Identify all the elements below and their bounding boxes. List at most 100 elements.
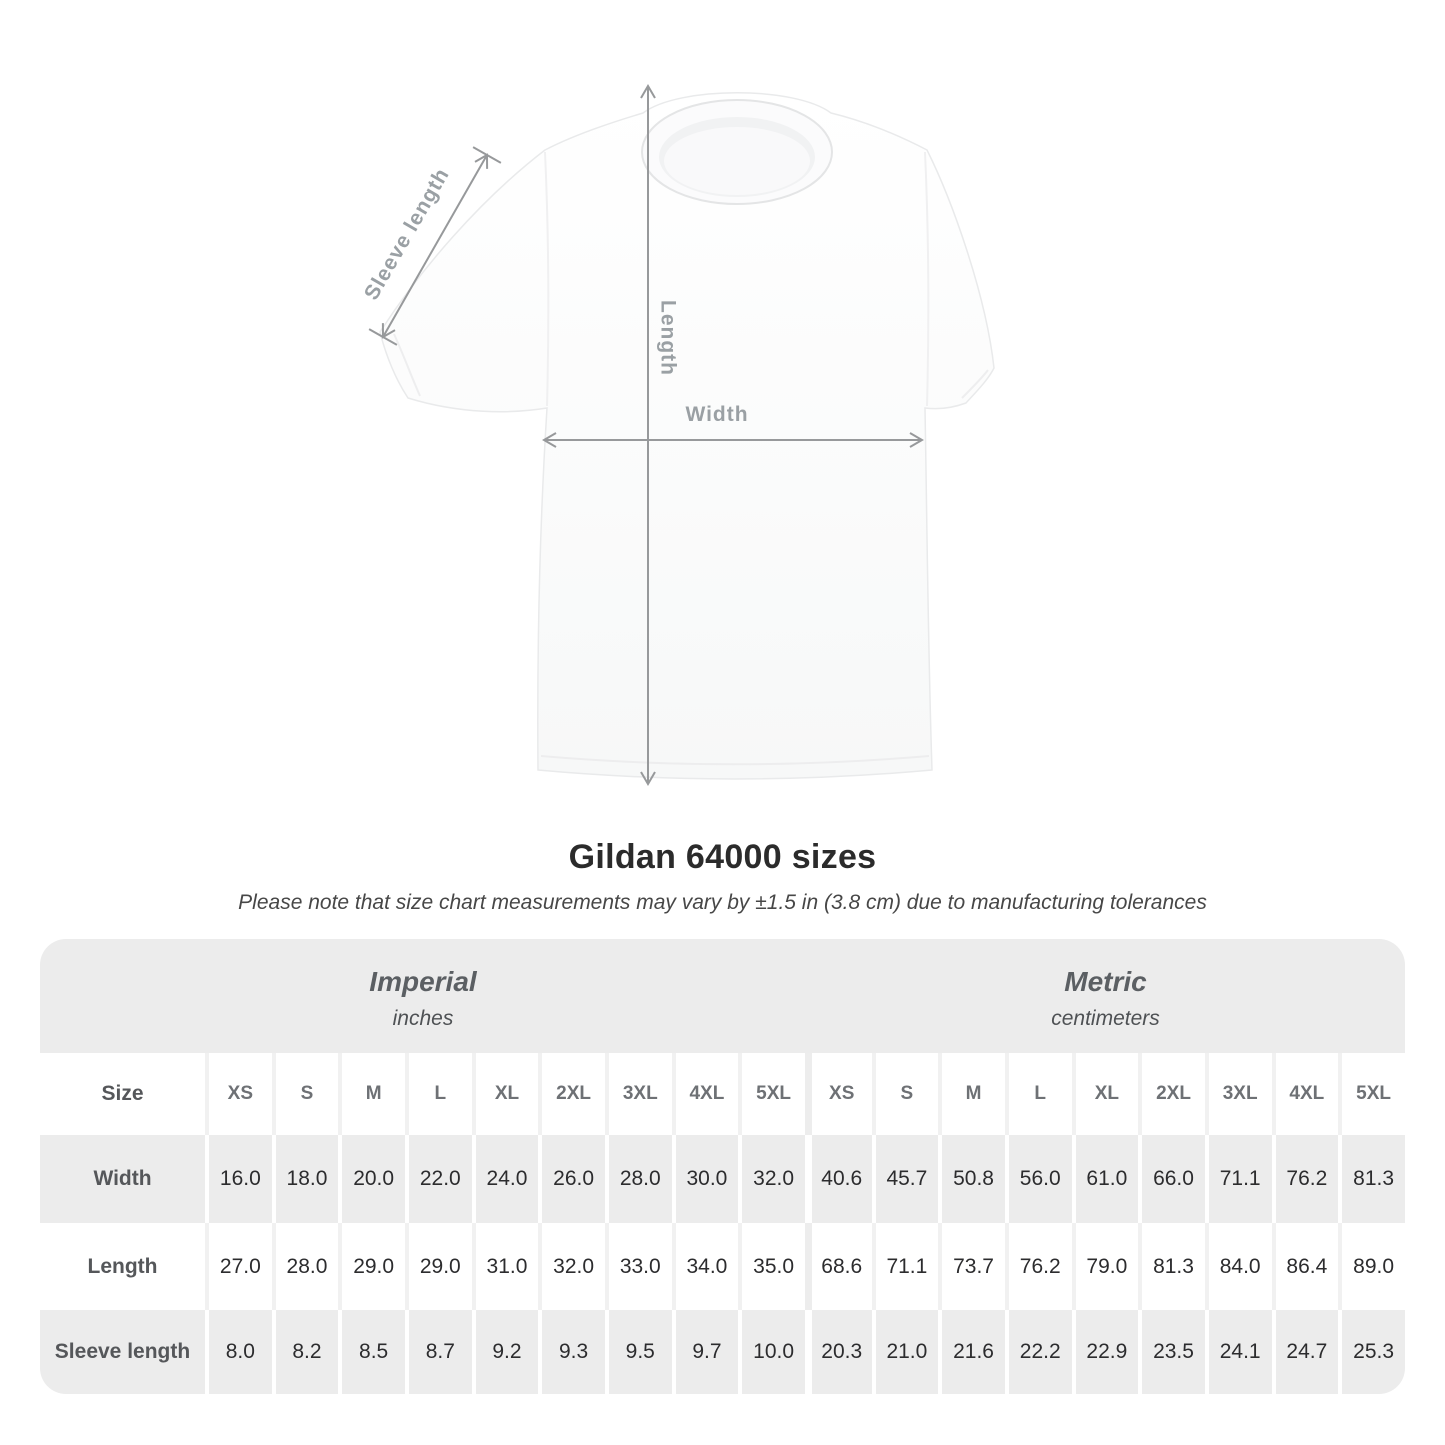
value-cell: 32.0 [538,1223,605,1310]
size-header: L [404,1053,472,1135]
size-header: XL [1071,1053,1139,1135]
value-cell: 20.3 [804,1310,872,1394]
size-header: 4XL [671,1053,739,1135]
size-header: L [1004,1053,1072,1135]
value-cell: 29.0 [404,1223,472,1310]
value-cell: 9.2 [471,1310,539,1394]
value-cell: 81.3 [1338,1135,1405,1223]
value-cell: 71.1 [871,1223,939,1310]
size-header: 2XL [538,1053,605,1135]
value-cell: 8.7 [404,1310,472,1394]
value-cell: 31.0 [471,1223,539,1310]
value-cell: 21.0 [871,1310,939,1394]
tshirt-figure: Length Width Sleeve length [360,84,995,786]
size-header: XS [804,1053,872,1135]
size-header: S [871,1053,939,1135]
size-header-row: Size XS S M L XL 2XL 3XL 4XL 5XL XS S M … [40,1053,1405,1135]
value-cell: 89.0 [1338,1223,1405,1310]
metric-unit: centimeters [1051,1006,1160,1030]
size-header: M [338,1053,405,1135]
unit-group-band: Imperial inches Metric centimeters [40,939,1405,1053]
value-cell: 20.0 [338,1135,405,1223]
value-cell: 8.0 [205,1310,272,1394]
value-cell: 24.7 [1271,1310,1339,1394]
value-cell: 66.0 [1138,1135,1205,1223]
value-cell: 84.0 [1204,1223,1272,1310]
value-cell: 10.0 [738,1310,805,1394]
value-cell: 56.0 [1004,1135,1072,1223]
metric-label: Metric [1064,965,1147,997]
imperial-label: Imperial [369,965,477,997]
tshirt-figure-svg: Length Width Sleeve length [360,84,995,786]
value-cell: 22.2 [1004,1310,1072,1394]
size-header: 5XL [738,1053,805,1135]
value-cell: 25.3 [1338,1310,1405,1394]
size-column-header: Size [40,1053,205,1135]
value-cell: 76.2 [1271,1135,1339,1223]
value-cell: 24.1 [1204,1310,1272,1394]
value-cell: 8.2 [271,1310,339,1394]
size-header: 3XL [604,1053,672,1135]
value-cell: 50.8 [938,1135,1005,1223]
width-arrow [542,432,924,448]
value-cell: 22.9 [1071,1310,1139,1394]
value-cell: 18.0 [271,1135,339,1223]
sleeve-length-row: Sleeve length 8.0 8.2 8.5 8.7 9.2 9.3 9.… [40,1310,1405,1394]
collar-inner-shadow [664,127,810,195]
size-header: M [938,1053,1005,1135]
size-header: 4XL [1271,1053,1339,1135]
value-cell: 33.0 [604,1223,672,1310]
size-table: Imperial inches Metric centimeters Size … [40,939,1405,1394]
width-row: Width 16.0 18.0 20.0 22.0 24.0 26.0 28.0… [40,1135,1405,1223]
value-cell: 35.0 [738,1223,805,1310]
tshirt-graphic [379,92,995,780]
length-row: Length 27.0 28.0 29.0 29.0 31.0 32.0 33.… [40,1223,1405,1310]
width-label: Width [685,403,748,426]
size-table-grid: Size XS S M L XL 2XL 3XL 4XL 5XL XS S M … [40,1053,1405,1394]
metric-group-header: Metric centimeters [806,939,1405,1053]
value-cell: 81.3 [1138,1223,1205,1310]
length-label: Length [657,300,680,376]
value-cell: 30.0 [671,1135,739,1223]
value-cell: 9.5 [604,1310,672,1394]
tolerance-note: Please note that size chart measurements… [238,891,1207,914]
page-title: Gildan 64000 sizes [568,838,877,876]
value-cell: 28.0 [604,1135,672,1223]
value-cell: 23.5 [1138,1310,1205,1394]
imperial-unit: inches [392,1006,454,1030]
size-header: XL [471,1053,539,1135]
value-cell: 29.0 [338,1223,405,1310]
row-label: Sleeve length [40,1310,205,1394]
value-cell: 16.0 [205,1135,272,1223]
value-cell: 61.0 [1071,1135,1139,1223]
value-cell: 27.0 [205,1223,272,1310]
value-cell: 68.6 [804,1223,872,1310]
value-cell: 32.0 [738,1135,805,1223]
value-cell: 79.0 [1071,1223,1139,1310]
title-block: Gildan 64000 sizes Please note that size… [0,838,1445,915]
size-header: 2XL [1138,1053,1205,1135]
value-cell: 8.5 [338,1310,405,1394]
size-header: S [271,1053,339,1135]
value-cell: 73.7 [938,1223,1005,1310]
value-cell: 26.0 [538,1135,605,1223]
size-header: 3XL [1204,1053,1272,1135]
value-cell: 24.0 [471,1135,539,1223]
value-cell: 86.4 [1271,1223,1339,1310]
value-cell: 9.7 [671,1310,739,1394]
row-label: Width [40,1135,205,1223]
row-label: Length [40,1223,205,1310]
value-cell: 21.6 [938,1310,1005,1394]
value-cell: 9.3 [538,1310,605,1394]
size-header: XS [205,1053,272,1135]
size-header: 5XL [1338,1053,1405,1135]
sleeve-length-arrow [368,146,502,346]
value-cell: 45.7 [871,1135,939,1223]
value-cell: 34.0 [671,1223,739,1310]
value-cell: 28.0 [271,1223,339,1310]
value-cell: 76.2 [1004,1223,1072,1310]
value-cell: 71.1 [1204,1135,1272,1223]
imperial-group-header: Imperial inches [40,939,806,1053]
value-cell: 22.0 [404,1135,472,1223]
